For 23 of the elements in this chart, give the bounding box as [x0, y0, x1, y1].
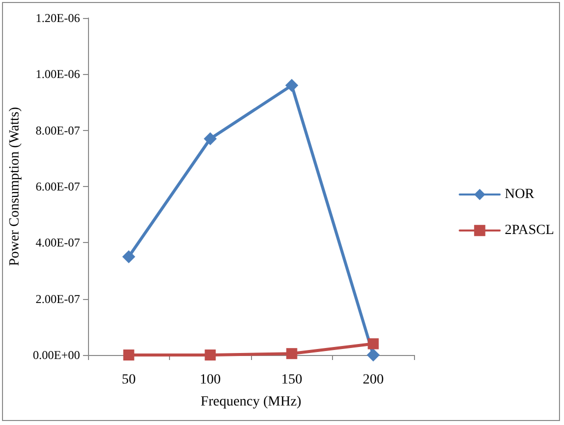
legend-label: 2PASCL — [504, 223, 554, 238]
x-tick-label: 50 — [122, 372, 136, 388]
y-tick-label: 6.00E-07 — [36, 180, 80, 194]
point — [204, 350, 216, 360]
y-tick-label: 8.00E-07 — [36, 123, 80, 138]
x-tick-label: 200 — [362, 372, 384, 388]
x-tick-label: 100 — [200, 372, 221, 388]
y-tick-label: 0.00E+00 — [32, 348, 80, 362]
point — [366, 348, 380, 362]
y-axis-title: Power Consumption (Watts) — [8, 106, 22, 266]
y-tick-label: 1.00E-06 — [36, 67, 80, 82]
point — [286, 348, 298, 360]
legend-label: NOR — [504, 187, 535, 202]
point — [368, 338, 379, 350]
y-tick-label: 1.20E-06 — [36, 11, 80, 25]
point — [123, 350, 134, 360]
y-tick-label: 2.00E-07 — [36, 292, 80, 306]
x-tick-label: 150 — [281, 372, 302, 388]
point — [122, 250, 136, 264]
y-tick-label: 4.00E-07 — [36, 236, 80, 250]
point — [285, 78, 298, 92]
x-axis-title: Frequency (MHz) — [200, 394, 302, 410]
point — [204, 132, 217, 146]
